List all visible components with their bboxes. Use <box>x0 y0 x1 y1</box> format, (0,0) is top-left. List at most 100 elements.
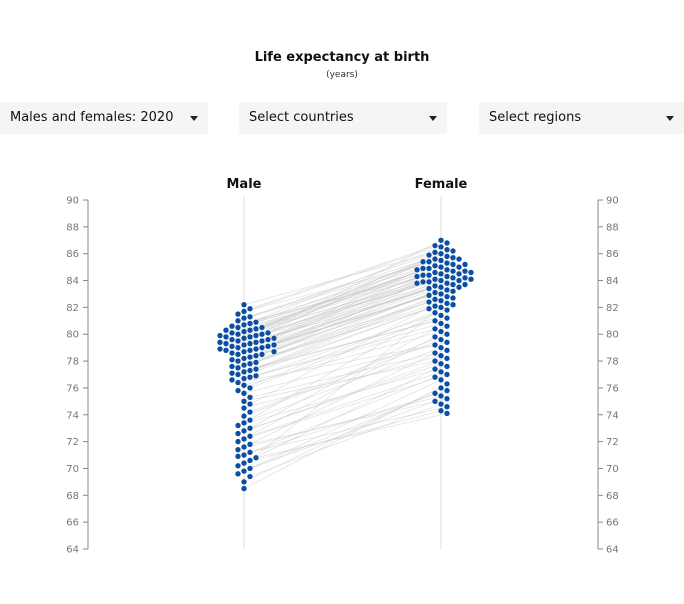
female-point[interactable] <box>437 384 445 392</box>
male-point[interactable] <box>240 321 248 329</box>
male-point[interactable] <box>234 310 242 318</box>
female-point[interactable] <box>443 380 451 388</box>
female-point[interactable] <box>425 285 433 292</box>
female-point[interactable] <box>437 290 445 298</box>
female-point[interactable] <box>443 286 451 294</box>
male-point[interactable] <box>240 375 248 382</box>
female-point[interactable] <box>419 278 427 286</box>
male-point[interactable] <box>240 404 248 412</box>
male-point[interactable] <box>270 334 278 342</box>
female-point[interactable] <box>425 271 433 279</box>
female-point[interactable] <box>431 302 439 310</box>
female-point[interactable] <box>443 253 451 260</box>
male-point[interactable] <box>240 368 248 376</box>
male-point[interactable] <box>234 324 242 331</box>
countries-dropdown[interactable]: Select countries <box>239 102 447 134</box>
male-point[interactable] <box>240 443 248 451</box>
male-point[interactable] <box>240 389 248 397</box>
female-point[interactable] <box>443 266 451 274</box>
female-point[interactable] <box>449 247 457 255</box>
female-point[interactable] <box>431 398 439 405</box>
male-point[interactable] <box>222 326 230 334</box>
female-point[interactable] <box>431 373 439 381</box>
male-point[interactable] <box>252 372 260 380</box>
male-point[interactable] <box>234 430 242 437</box>
sex-year-dropdown[interactable]: Males and females: 2020 <box>0 102 208 134</box>
male-point[interactable] <box>240 451 248 459</box>
male-point[interactable] <box>246 333 254 341</box>
male-point[interactable] <box>252 454 260 462</box>
female-point[interactable] <box>425 278 433 286</box>
female-point[interactable] <box>443 322 451 330</box>
male-point[interactable] <box>234 379 242 386</box>
female-point[interactable] <box>443 293 451 300</box>
male-point[interactable] <box>240 301 248 309</box>
male-point[interactable] <box>240 328 248 335</box>
female-point[interactable] <box>443 300 451 307</box>
female-point[interactable] <box>425 251 433 259</box>
female-point[interactable] <box>431 349 439 357</box>
male-point[interactable] <box>216 332 224 339</box>
female-point[interactable] <box>431 333 439 341</box>
male-point[interactable] <box>252 359 260 366</box>
female-point[interactable] <box>437 407 445 415</box>
male-point[interactable] <box>228 329 236 337</box>
female-point[interactable] <box>431 357 439 365</box>
male-point[interactable] <box>246 416 254 424</box>
male-point[interactable] <box>246 353 254 361</box>
male-point[interactable] <box>234 337 242 345</box>
male-point[interactable] <box>234 351 242 358</box>
female-point[interactable] <box>443 371 451 378</box>
female-point[interactable] <box>455 283 463 291</box>
male-point[interactable] <box>258 324 266 331</box>
male-point[interactable] <box>246 360 254 368</box>
male-point[interactable] <box>240 419 248 427</box>
female-point[interactable] <box>425 258 433 266</box>
female-point[interactable] <box>443 306 451 314</box>
female-point[interactable] <box>437 336 445 343</box>
female-point[interactable] <box>413 273 421 280</box>
female-point[interactable] <box>431 309 439 317</box>
female-point[interactable] <box>467 275 475 283</box>
male-point[interactable] <box>234 422 242 429</box>
female-point[interactable] <box>443 363 451 370</box>
male-point[interactable] <box>240 478 248 486</box>
female-point[interactable] <box>419 271 427 279</box>
male-point[interactable] <box>240 355 248 362</box>
female-point[interactable] <box>449 281 457 288</box>
male-point[interactable] <box>258 351 266 358</box>
male-point[interactable] <box>240 435 248 443</box>
male-point[interactable] <box>240 361 248 369</box>
female-point[interactable] <box>443 259 451 267</box>
female-point[interactable] <box>437 277 445 284</box>
female-point[interactable] <box>413 266 421 274</box>
female-point[interactable] <box>437 257 445 264</box>
male-point[interactable] <box>240 485 248 492</box>
male-point[interactable] <box>246 400 254 408</box>
female-point[interactable] <box>449 287 457 295</box>
female-point[interactable] <box>443 330 451 338</box>
female-point[interactable] <box>425 265 433 272</box>
male-point[interactable] <box>240 381 248 389</box>
male-point[interactable] <box>240 412 248 420</box>
male-point[interactable] <box>258 337 266 345</box>
female-point[interactable] <box>437 297 445 304</box>
female-point[interactable] <box>431 389 439 397</box>
male-point[interactable] <box>228 349 236 357</box>
female-point[interactable] <box>425 305 433 313</box>
female-point[interactable] <box>449 294 457 302</box>
male-point[interactable] <box>222 340 230 347</box>
female-point[interactable] <box>425 292 433 299</box>
male-point[interactable] <box>240 467 248 475</box>
female-point[interactable] <box>431 341 439 349</box>
female-point[interactable] <box>449 261 457 268</box>
female-point[interactable] <box>461 274 469 282</box>
male-point[interactable] <box>228 336 236 343</box>
male-point[interactable] <box>252 332 260 339</box>
male-point[interactable] <box>246 394 254 401</box>
male-point[interactable] <box>240 314 248 322</box>
female-point[interactable] <box>443 410 451 417</box>
female-point[interactable] <box>437 263 445 271</box>
female-point[interactable] <box>437 283 445 291</box>
female-point[interactable] <box>449 301 457 309</box>
